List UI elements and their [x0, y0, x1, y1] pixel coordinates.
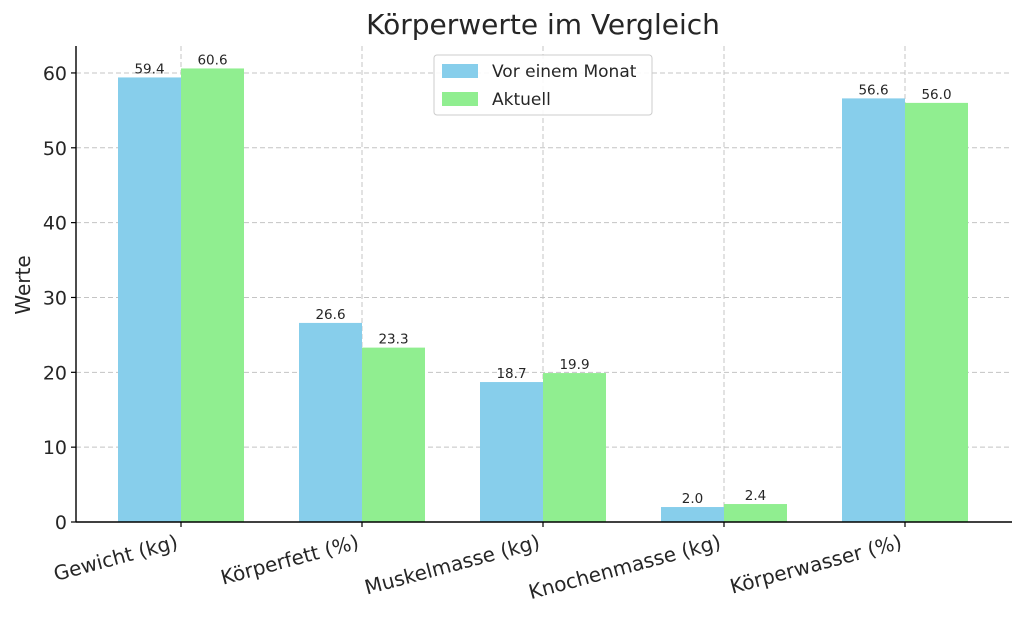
data-label: 60.6 — [197, 52, 227, 68]
bar-vor-einem-monat — [118, 77, 181, 522]
data-label: 23.3 — [378, 332, 408, 348]
bar-aktuell — [181, 68, 244, 523]
data-label: 56.0 — [921, 87, 951, 103]
bar-vor-einem-monat — [842, 98, 905, 522]
bar-aktuell — [362, 347, 425, 522]
bar-vor-einem-monat — [661, 507, 724, 522]
data-label: 18.7 — [496, 366, 526, 382]
bar-aktuell — [543, 373, 606, 522]
y-tick-label: 0 — [55, 512, 67, 534]
data-labels: 59.4 26.6 18.7 2.0 56.6 60.6 23.3 19.9 2.4 56.0 — [134, 52, 951, 507]
data-label: 59.4 — [134, 61, 164, 77]
y-tick-label: 50 — [43, 138, 67, 160]
y-tick-label: 20 — [43, 362, 67, 384]
bar-aktuell — [905, 102, 968, 523]
bars — [118, 68, 968, 523]
x-tick-label: Knochenmasse (kg) — [526, 530, 723, 604]
y-tick-label: 60 — [43, 63, 67, 85]
data-label: 56.6 — [858, 82, 888, 98]
x-tick-label: Muskelmasse (kg) — [362, 530, 542, 600]
legend-label: Vor einem Monat — [492, 62, 637, 82]
legend: Vor einem Monat Aktuell — [433, 54, 653, 116]
y-tick-label: 10 — [43, 437, 67, 459]
y-tick-label: 40 — [43, 213, 67, 235]
legend-swatch — [442, 92, 478, 106]
y-tick-label: 30 — [43, 287, 67, 309]
data-label: 2.0 — [682, 491, 703, 507]
x-tick-label: Körperfett (%) — [218, 530, 361, 590]
x-tick-label: Körperwasser (%) — [727, 530, 904, 599]
legend-swatch — [442, 64, 478, 78]
x-tick-label: Gewicht (kg) — [51, 530, 180, 586]
legend-label: Aktuell — [492, 90, 551, 110]
data-label: 19.9 — [559, 357, 589, 373]
bar-vor-einem-monat — [299, 322, 362, 522]
y-axis-label: Werte — [11, 255, 35, 314]
legend-box — [433, 54, 653, 116]
bar-vor-einem-monat — [480, 382, 543, 522]
bar-aktuell — [724, 504, 787, 522]
data-label: 2.4 — [745, 488, 766, 504]
chart-title: Körperwerte im Vergleich — [366, 8, 720, 41]
data-label: 26.6 — [315, 307, 345, 323]
